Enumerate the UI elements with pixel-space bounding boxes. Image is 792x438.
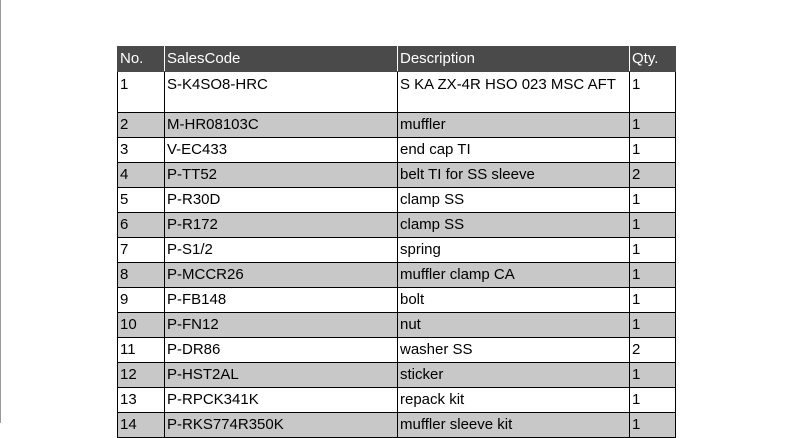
header-salescode: SalesCode [164, 46, 398, 72]
cell-description: end cap TI [397, 137, 630, 163]
cell-no: 12 [117, 362, 165, 388]
cell-no: 14 [117, 412, 165, 438]
cell-description: washer SS [397, 337, 630, 363]
cell-salescode: P-S1/2 [164, 237, 398, 263]
cell-qty: 2 [629, 337, 676, 363]
cell-qty: 1 [629, 262, 676, 288]
cell-no: 4 [117, 162, 165, 188]
cell-salescode: P-FN12 [164, 312, 398, 338]
cell-description: bolt [397, 287, 630, 313]
header-qty: Qty. [629, 46, 676, 72]
table-row: 2 M-HR08103C muffler 1 [117, 112, 676, 138]
cell-no: 11 [117, 337, 165, 363]
table-row: 3 V-EC433 end cap TI 1 [117, 137, 676, 163]
cell-qty: 1 [629, 71, 676, 113]
cell-salescode: P-R30D [164, 187, 398, 213]
cell-no: 13 [117, 387, 165, 413]
table-row: 4 P-TT52 belt TI for SS sleeve 2 [117, 162, 676, 188]
cell-qty: 1 [629, 112, 676, 138]
cell-salescode: P-FB148 [164, 287, 398, 313]
cell-qty: 1 [629, 412, 676, 438]
header-description: Description [397, 46, 630, 72]
cell-no: 8 [117, 262, 165, 288]
cell-no: 9 [117, 287, 165, 313]
cell-description: belt TI for SS sleeve [397, 162, 630, 188]
cell-description: clamp SS [397, 187, 630, 213]
cell-salescode: M-HR08103C [164, 112, 398, 138]
table-row: 1 S-K4SO8-HRC S KA ZX-4R HSO 023 MSC AFT 1 [117, 71, 676, 113]
cell-qty: 2 [629, 162, 676, 188]
cell-description: muffler sleeve kit [397, 412, 630, 438]
table-row: 14 P-RKS774R350K muffler sleeve kit 1 [117, 412, 676, 438]
cell-qty: 1 [629, 387, 676, 413]
cell-description: S KA ZX-4R HSO 023 MSC AFT [397, 71, 630, 113]
cell-qty: 1 [629, 212, 676, 238]
cell-no: 3 [117, 137, 165, 163]
cell-salescode: P-DR86 [164, 337, 398, 363]
cell-no: 7 [117, 237, 165, 263]
cell-qty: 1 [629, 187, 676, 213]
cell-description: repack kit [397, 387, 630, 413]
cell-no: 6 [117, 212, 165, 238]
cell-no: 10 [117, 312, 165, 338]
cell-description: muffler [397, 112, 630, 138]
cell-description: clamp SS [397, 212, 630, 238]
cell-salescode: P-R172 [164, 212, 398, 238]
table-row: 6 P-R172 clamp SS 1 [117, 212, 676, 238]
table-row: 11 P-DR86 washer SS 2 [117, 337, 676, 363]
cell-salescode: P-MCCR26 [164, 262, 398, 288]
cell-salescode: P-RPCK341K [164, 387, 398, 413]
table-row: 9 P-FB148 bolt 1 [117, 287, 676, 313]
table-row: 7 P-S1/2 spring 1 [117, 237, 676, 263]
cell-qty: 1 [629, 137, 676, 163]
cell-salescode: P-HST2AL [164, 362, 398, 388]
cell-salescode: V-EC433 [164, 137, 398, 163]
header-no: No. [117, 46, 165, 72]
cell-no: 2 [117, 112, 165, 138]
cell-salescode: S-K4SO8-HRC [164, 71, 398, 113]
cell-description: nut [397, 312, 630, 338]
table-row: 8 P-MCCR26 muffler clamp CA 1 [117, 262, 676, 288]
cell-salescode: P-TT52 [164, 162, 398, 188]
table-row: 10 P-FN12 nut 1 [117, 312, 676, 338]
cell-no: 5 [117, 187, 165, 213]
cell-qty: 1 [629, 237, 676, 263]
cell-description: spring [397, 237, 630, 263]
cell-qty: 1 [629, 287, 676, 313]
cell-salescode: P-RKS774R350K [164, 412, 398, 438]
cell-no: 1 [117, 71, 165, 113]
cell-description: sticker [397, 362, 630, 388]
cell-qty: 1 [629, 362, 676, 388]
header-row: No. SalesCode Description Qty. [117, 46, 676, 72]
cell-qty: 1 [629, 312, 676, 338]
table-row: 12 P-HST2AL sticker 1 [117, 362, 676, 388]
page-edge [0, 0, 1, 423]
table-row: 13 P-RPCK341K repack kit 1 [117, 387, 676, 413]
parts-table: No. SalesCode Description Qty. 1 S-K4SO8-… [117, 46, 676, 438]
table-row: 5 P-R30D clamp SS 1 [117, 187, 676, 213]
cell-description: muffler clamp CA [397, 262, 630, 288]
